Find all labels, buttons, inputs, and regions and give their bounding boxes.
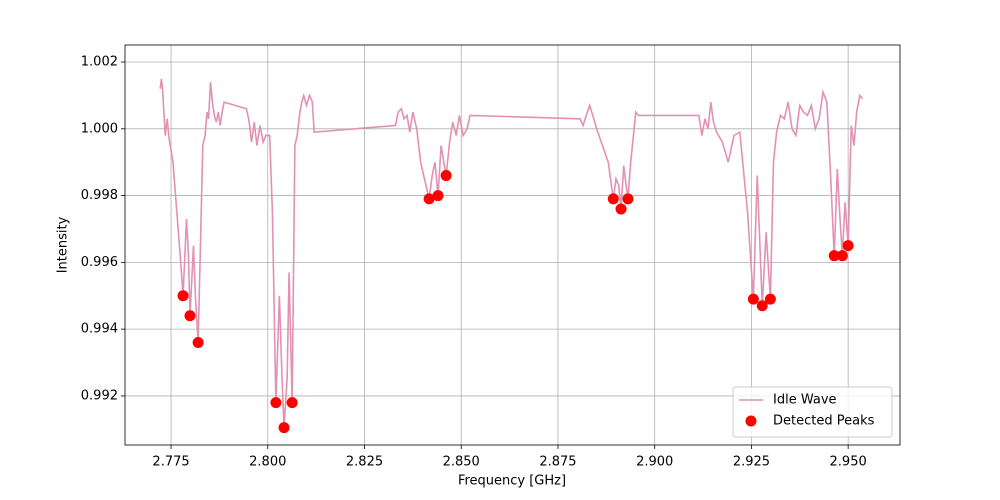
y-tick-label: 1.000 bbox=[81, 121, 118, 136]
peak-marker bbox=[286, 397, 298, 409]
peak-marker bbox=[747, 293, 759, 305]
peak-marker bbox=[756, 300, 768, 312]
x-axis-label: Frequency [GHz] bbox=[458, 474, 566, 489]
peak-marker bbox=[423, 193, 435, 205]
line bbox=[159, 78, 864, 428]
y-axis-label: Intensity bbox=[56, 216, 71, 273]
peak-marker bbox=[184, 310, 196, 322]
peak-marker bbox=[607, 193, 619, 205]
peak-marker bbox=[440, 170, 452, 182]
y-tick-label: 0.998 bbox=[81, 188, 118, 203]
peak-marker bbox=[177, 290, 189, 302]
legend-label: Idle Wave bbox=[773, 393, 837, 408]
peak-marker bbox=[622, 193, 634, 205]
x-tick-label: 2.900 bbox=[636, 455, 673, 470]
peak-marker bbox=[842, 240, 854, 252]
peak-marker bbox=[836, 250, 848, 262]
peak-marker bbox=[615, 203, 627, 215]
peak-marker bbox=[764, 293, 776, 305]
x-tick-label: 2.950 bbox=[830, 455, 867, 470]
x-tick-label: 2.775 bbox=[152, 455, 189, 470]
peak-marker bbox=[432, 190, 444, 202]
x-tick-label: 2.825 bbox=[346, 455, 383, 470]
x-tick-label: 2.875 bbox=[539, 455, 576, 470]
x-tick-label: 2.925 bbox=[733, 455, 770, 470]
plot-frame bbox=[124, 44, 901, 446]
legend-symbol bbox=[745, 415, 757, 427]
peak-marker bbox=[192, 336, 204, 348]
peak-marker bbox=[270, 397, 282, 409]
legend: Idle Wave Detected Peaks bbox=[732, 386, 893, 438]
y-tick-label: 1.002 bbox=[81, 55, 118, 70]
x-tick-label: 2.850 bbox=[443, 455, 480, 470]
x-tick-label: 2.800 bbox=[249, 455, 286, 470]
y-tick-label: 0.992 bbox=[81, 388, 118, 403]
legend-label: Detected Peaks bbox=[773, 414, 875, 429]
legend-box bbox=[732, 386, 893, 438]
peak-marker bbox=[828, 250, 840, 262]
peak-marker bbox=[278, 422, 290, 434]
y-tick-label: 0.994 bbox=[81, 322, 118, 337]
y-tick-label: 0.996 bbox=[81, 255, 118, 270]
